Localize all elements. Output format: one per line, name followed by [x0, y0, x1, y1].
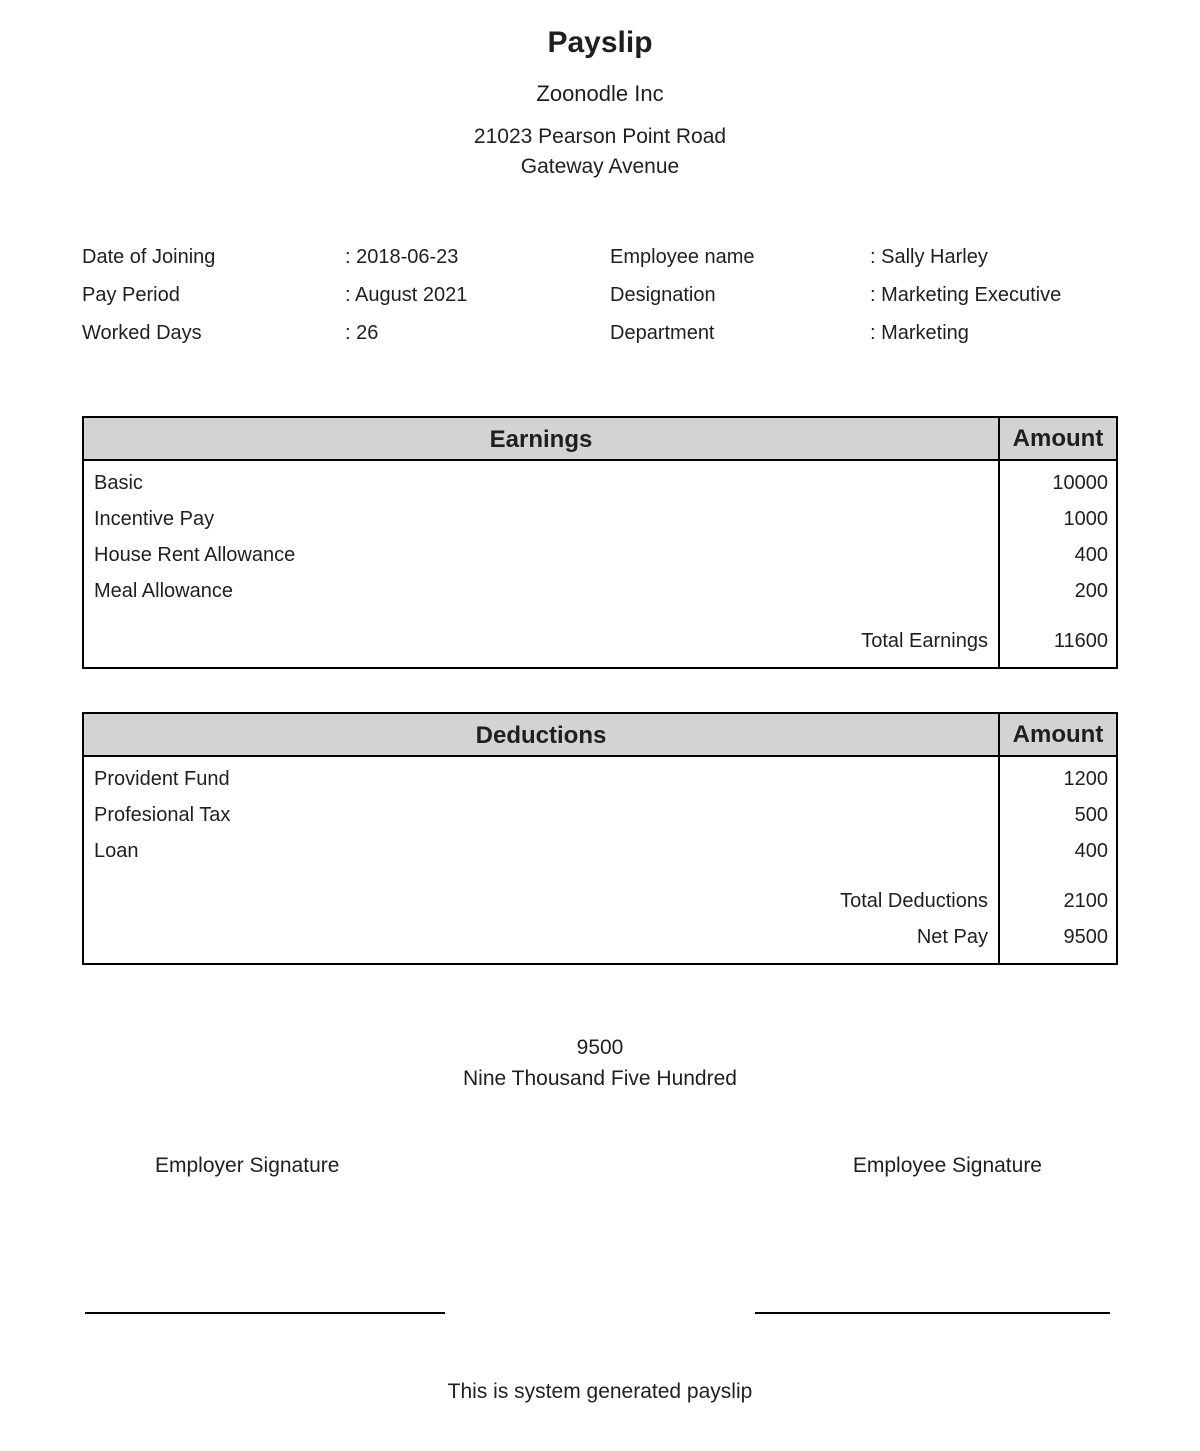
earning-row-label: Basic — [94, 471, 143, 494]
company-address-line2: Gateway Avenue — [520, 155, 680, 178]
deduction-row-amount: 400 — [1074, 839, 1108, 862]
info-label: Date of Joining — [82, 246, 216, 268]
deduction-row-amount: 1200 — [1063, 767, 1109, 790]
info-label: Pay Period — [82, 284, 180, 306]
info-label: Employee name — [610, 246, 755, 268]
net-pay-words: Nine Thousand Five Hundred — [463, 1067, 737, 1090]
info-value: : Sally Harley — [870, 246, 988, 268]
total-earnings-label: Total Earnings — [861, 629, 988, 652]
signature-labels: Employer Signature Employee Signature — [0, 1154, 1200, 1178]
earnings-amount-header-cell: Amount — [998, 418, 1116, 459]
info-value: : 2018-06-23 — [345, 246, 459, 268]
payslip-header: Payslip Zoonodle Inc 21023 Pearson Point… — [0, 0, 1200, 180]
info-value: : 26 — [345, 322, 379, 344]
info-value: : August 2021 — [345, 284, 468, 306]
deductions-table-header: Deductions Amount — [84, 714, 1116, 757]
earnings-table: Earnings Amount Basic Incentive Pay Hous… — [82, 416, 1118, 669]
company-address-line1: 21023 Pearson Point Road — [473, 125, 727, 148]
employer-signature-line — [85, 1312, 445, 1314]
employee-info-section: Date of Joining : 2018-06-23 Pay Period … — [0, 238, 1200, 352]
deduction-row-label: Profesional Tax — [94, 803, 231, 826]
deductions-header-cell: Deductions — [475, 722, 607, 749]
deductions-label-column: Provident Fund Profesional Tax Loan Tota… — [84, 757, 998, 963]
deduction-row-label: Provident Fund — [94, 767, 230, 790]
net-pay-figure: 9500 — [576, 1036, 624, 1059]
info-label: Department — [610, 322, 715, 344]
earnings-table-header: Earnings Amount — [84, 418, 1116, 461]
earning-row-amount: 200 — [1074, 579, 1108, 602]
net-pay-summary: 9500 Nine Thousand Five Hundred — [0, 1035, 1200, 1092]
earning-row-label: Incentive Pay — [94, 507, 215, 530]
employee-info-right: Employee name : Sally Harley Designation… — [610, 238, 1170, 352]
employer-signature-label: Employer Signature — [155, 1154, 340, 1177]
earnings-label-column: Basic Incentive Pay House Rent Allowance… — [84, 461, 998, 667]
net-pay-label: Net Pay — [916, 925, 988, 948]
earnings-amount-column: 10000 1000 400 200 11600 — [998, 461, 1116, 667]
footer-note: This is system generated payslip — [447, 1380, 753, 1403]
employee-signature-line — [755, 1312, 1110, 1314]
total-deductions-amount: 2100 — [1063, 889, 1109, 912]
earning-row-amount: 10000 — [1052, 471, 1108, 494]
total-deductions-label: Total Deductions — [840, 889, 988, 912]
info-value: : Marketing Executive — [870, 284, 1062, 306]
earning-row-amount: 400 — [1074, 543, 1108, 566]
total-earnings-amount: 11600 — [1053, 629, 1108, 652]
company-name: Zoonodle Inc — [536, 81, 664, 106]
earning-row-label: Meal Allowance — [94, 579, 233, 602]
page-title: Payslip — [547, 26, 653, 59]
earnings-table-body: Basic Incentive Pay House Rent Allowance… — [84, 461, 1116, 667]
earning-row-label: House Rent Allowance — [94, 543, 296, 566]
employee-info-left: Date of Joining : 2018-06-23 Pay Period … — [82, 238, 610, 352]
deductions-table-body: Provident Fund Profesional Tax Loan Tota… — [84, 757, 1116, 963]
employee-signature-label: Employee Signature — [852, 1154, 1042, 1177]
deductions-table: Deductions Amount Provident Fund Profesi… — [82, 712, 1118, 965]
earning-row-amount: 1000 — [1063, 507, 1109, 530]
deductions-amount-header-cell: Amount — [998, 714, 1116, 755]
deduction-row-label: Loan — [94, 839, 139, 862]
info-label: Designation — [610, 284, 716, 306]
net-pay-amount: 9500 — [1063, 925, 1109, 948]
earnings-header-cell: Earnings — [489, 426, 593, 453]
deductions-amount-column: 1200 500 400 2100 9500 — [998, 757, 1116, 963]
info-value: : Marketing — [870, 322, 969, 344]
info-label: Worked Days — [82, 322, 202, 344]
deduction-row-amount: 500 — [1074, 803, 1108, 826]
